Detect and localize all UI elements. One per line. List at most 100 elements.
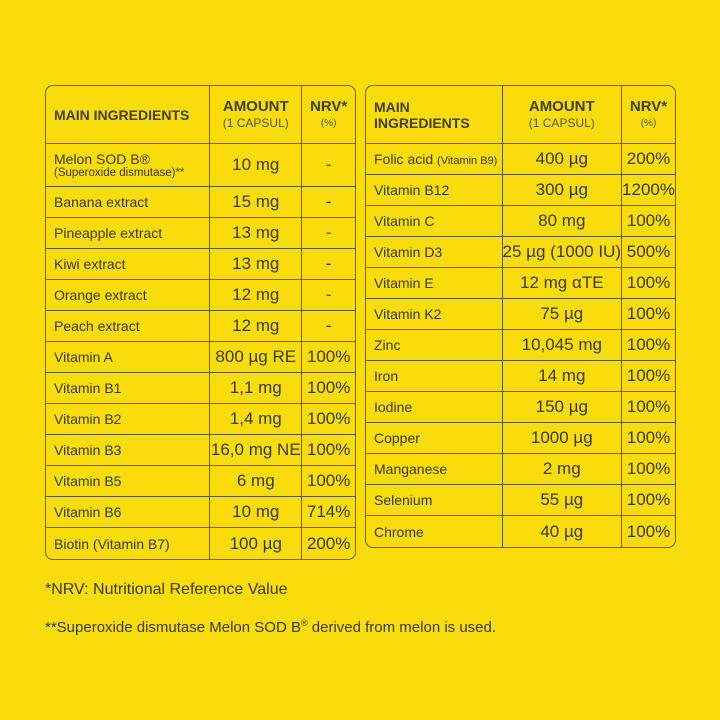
ingredient-name: Iodine	[366, 392, 503, 423]
table-row: Iron 14 mg 100%	[366, 361, 675, 392]
ingredient-name-text: Kiwi extract	[54, 256, 126, 272]
ingredient-name: Vitamin B3	[46, 435, 211, 466]
footnote-nrv: *NRV: Nutritional Reference Value	[45, 581, 288, 598]
ingredient-nrv: 100%	[622, 330, 675, 361]
ingredient-name-text: Vitamin B5	[54, 473, 122, 489]
ingredient-nrv: 100%	[302, 404, 355, 435]
ingredient-name-text: Vitamin B2	[54, 411, 122, 427]
table-header-row: MAIN INGREDIENTS AMOUNT (1 CAPSUL) NRV* (%…	[366, 86, 675, 144]
ingredient-name: Melon SOD B® (Superoxide dismutase)**	[46, 144, 211, 187]
ingredients-table-left: MAIN INGREDIENTS AMOUNT (1 CAPSUL) NRV* (%…	[45, 85, 356, 560]
ingredient-name: Chrome	[366, 516, 503, 547]
ingredient-amount: 25 µg (1000 IU)	[502, 237, 623, 268]
ingredient-nrv: 100%	[302, 342, 355, 373]
table-row: Vitamin B2 1,4 mg 100%	[46, 404, 355, 435]
ingredient-amount: 2 mg	[502, 454, 623, 485]
table-row: Biotin (Vitamin B7) 100 µg 200%	[46, 528, 355, 559]
ingredient-amount: 10 mg	[210, 497, 303, 528]
ingredient-nrv: 100%	[622, 206, 675, 237]
ingredient-amount: 10,045 mg	[502, 330, 623, 361]
ingredient-nrv: 100%	[622, 485, 675, 516]
table-row: Copper 1000 µg 100%	[366, 423, 675, 454]
header-amount: AMOUNT (1 CAPSUL)	[502, 86, 623, 144]
header-amount: AMOUNT (1 CAPSUL)	[210, 86, 303, 144]
ingredient-name-text: Selenium	[374, 492, 433, 508]
ingredient-nrv: -	[302, 187, 355, 218]
table-row: Manganese 2 mg 100%	[366, 454, 675, 485]
ingredient-amount: 100 µg	[210, 528, 303, 559]
ingredient-nrv: -	[302, 311, 355, 342]
header-main-ingredients: MAIN INGREDIENTS	[46, 86, 211, 144]
ingredient-amount: 800 µg RE	[210, 342, 303, 373]
table-row: Melon SOD B® (Superoxide dismutase)** 10 m…	[46, 144, 355, 187]
ingredient-name: Orange extract	[46, 280, 211, 311]
header-nrv-label: NRV*	[629, 97, 668, 115]
ingredient-nrv: 500%	[622, 237, 675, 268]
ingredient-name: Vitamin C	[366, 206, 503, 237]
ingredient-name-text: Banana extract	[54, 194, 149, 210]
ingredient-amount: 1,1 mg	[210, 373, 303, 404]
ingredient-nrv: 714%	[302, 497, 355, 528]
ingredient-name: Vitamin A	[46, 342, 211, 373]
ingredient-amount: 12 mg	[210, 280, 303, 311]
ingredient-amount: 15 mg	[210, 187, 303, 218]
header-nrv-label: NRV*	[310, 97, 348, 115]
ingredient-name: Kiwi extract	[46, 249, 211, 280]
ingredient-name: Pineapple extract	[46, 218, 211, 249]
registered-mark: ®	[300, 618, 308, 628]
ingredient-name-text: Peach extract	[54, 318, 140, 334]
ingredient-nrv: 100%	[622, 392, 675, 423]
ingredient-name: Iron	[366, 361, 503, 392]
ingredient-nrv: -	[302, 144, 355, 187]
footnote-sod-text: **Superoxide dismutase Melon SOD B	[45, 619, 301, 636]
header-main-ingredients: MAIN INGREDIENTS	[366, 86, 503, 144]
ingredient-name: Copper	[366, 423, 503, 454]
table-row: Vitamin K2 75 µg 100%	[366, 299, 675, 330]
ingredient-nrv: 100%	[302, 435, 355, 466]
ingredient-nrv: -	[302, 249, 355, 280]
ingredient-name-text: Biotin (Vitamin B7)	[54, 535, 170, 552]
ingredient-name-text: Orange extract	[54, 287, 147, 303]
ingredient-amount: 13 mg	[210, 218, 303, 249]
ingredient-name: Peach extract	[46, 311, 211, 342]
ingredient-name: Vitamin B6	[46, 497, 211, 528]
ingredient-nrv: -	[302, 218, 355, 249]
table-row: Pineapple extract 13 mg -	[46, 218, 355, 249]
table-row: Vitamin B5 6 mg 100%	[46, 466, 355, 497]
table-row: Orange extract 12 mg -	[46, 280, 355, 311]
header-amount-sub: (1 CAPSUL)	[528, 115, 595, 130]
ingredient-nrv: 100%	[302, 373, 355, 404]
footnote-sod-text-end: derived from melon is used.	[307, 619, 497, 636]
ingredient-nrv: 100%	[622, 299, 675, 330]
table-row: Kiwi extract 13 mg -	[46, 249, 355, 280]
ingredient-name-text: Melon SOD B®	[54, 151, 150, 167]
table-row: Peach extract 12 mg -	[46, 311, 355, 342]
ingredient-nrv: 200%	[622, 144, 675, 175]
ingredient-name: Vitamin B12	[366, 175, 503, 206]
ingredient-nrv: 100%	[622, 268, 675, 299]
table-row: Banana extract 15 mg -	[46, 187, 355, 218]
ingredient-name-text: Vitamin B1	[54, 380, 122, 396]
ingredient-nrv: 100%	[626, 521, 671, 541]
ingredient-name: Vitamin E	[366, 268, 503, 299]
table-row: Folic acid (Vitamin B9) 400 µg 200%	[366, 144, 675, 175]
ingredient-amount: 80 mg	[502, 206, 623, 237]
ingredient-name-text: Vitamin A	[54, 349, 113, 365]
ingredient-name-line2: (Superoxide dismutase)**	[54, 167, 185, 179]
ingredient-name-note: (Vitamin B9)	[437, 155, 498, 167]
ingredient-name-text: Manganese	[374, 461, 448, 477]
ingredient-amount: 400 µg	[502, 144, 623, 175]
ingredient-name: Banana extract	[46, 187, 211, 218]
table-row: Selenium 55 µg 100%	[366, 485, 675, 516]
header-nrv-sub: (%)	[320, 117, 337, 129]
ingredient-name-text: Vitamin B12	[374, 182, 450, 198]
header-nrv: NRV* (%)	[302, 86, 355, 144]
ingredient-amount: 12 mg	[210, 311, 303, 342]
ingredient-name-text: Vitamin D3	[374, 244, 443, 260]
ingredient-name: Manganese	[366, 454, 503, 485]
ingredient-nrv: 100%	[302, 466, 355, 497]
ingredient-name: Vitamin D3	[366, 237, 503, 268]
ingredient-nrv: -	[302, 280, 355, 311]
ingredient-name-text: Pineapple extract	[54, 225, 163, 241]
table-row: Vitamin E 12 mg αTE 100%	[366, 268, 675, 299]
